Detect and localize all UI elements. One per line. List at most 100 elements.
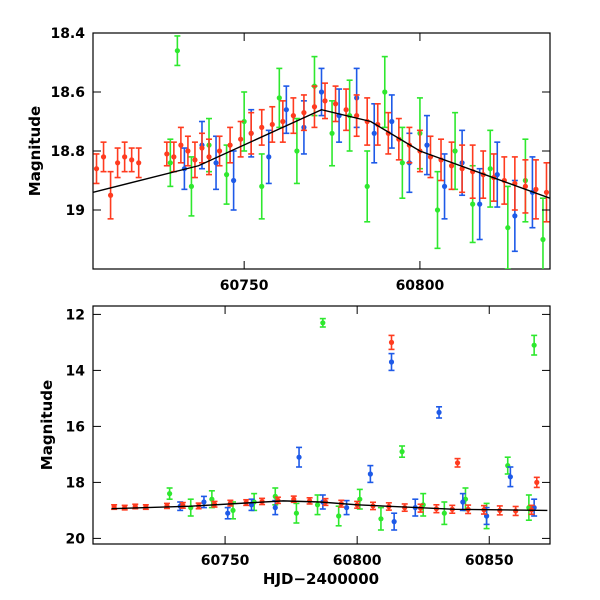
data-point: [107, 192, 114, 198]
data-point: [322, 98, 328, 104]
data-point: [216, 148, 223, 154]
data-point: [367, 471, 373, 477]
data-point: [115, 160, 121, 166]
bottom-model-curve: [111, 500, 548, 512]
data-point: [512, 213, 518, 219]
data-point: [311, 104, 318, 110]
top-series-0: [93, 82, 550, 223]
data-point: [241, 118, 247, 125]
data-point: [343, 505, 350, 511]
data-point: [389, 118, 395, 125]
data-point: [307, 498, 313, 504]
data-point: [354, 113, 360, 119]
data-point: [399, 449, 405, 455]
x-axis-label: HJD−2400000: [263, 570, 379, 588]
bottom-plot-frame: [92, 305, 551, 545]
top-x-tick-label: 60800: [396, 278, 445, 294]
bottom-series-0: [111, 334, 540, 517]
data-point: [320, 320, 326, 326]
bottom-y-tick-label: 20: [66, 531, 86, 547]
data-point: [424, 142, 430, 148]
data-point: [391, 519, 397, 525]
bottom-series-1: [177, 352, 538, 531]
data-point: [470, 201, 476, 207]
data-point: [364, 183, 370, 189]
data-point: [167, 491, 173, 497]
top-model-curve: [93, 108, 550, 199]
data-point: [382, 89, 388, 95]
bottom-y-axis-label: Magnitude: [38, 380, 56, 470]
data-point: [399, 160, 405, 166]
data-point: [199, 145, 205, 151]
data-point: [248, 130, 254, 136]
data-point: [280, 118, 286, 125]
data-point: [531, 342, 537, 348]
data-point: [223, 172, 230, 178]
data-point: [534, 479, 540, 485]
data-point: [434, 207, 441, 213]
data-point: [209, 496, 215, 502]
top-y-axis-label: Magnitude: [26, 106, 44, 196]
bottom-series-2: [166, 317, 538, 531]
data-point: [477, 201, 483, 207]
data-point: [314, 502, 321, 508]
data-point: [174, 48, 180, 54]
data-point: [436, 409, 442, 415]
top-series-1: [181, 67, 536, 253]
data-point: [259, 183, 265, 189]
data-point: [357, 496, 363, 502]
top-y-tick-label: 18.8: [50, 144, 85, 160]
data-point: [505, 225, 511, 231]
top-y-tick-label: 18.4: [50, 26, 85, 42]
data-point: [460, 499, 466, 505]
data-point: [231, 177, 237, 184]
data-point: [93, 166, 100, 172]
data-point: [540, 236, 546, 243]
top-panel: 60750 60800 18.4 18.6 18.8 19 Magnitude: [26, 26, 551, 294]
data-point: [272, 505, 278, 511]
data-point: [487, 166, 493, 172]
data-point: [533, 186, 539, 192]
data-point: [388, 339, 395, 345]
data-point: [185, 148, 191, 154]
data-point: [507, 474, 513, 480]
data-point: [275, 497, 281, 503]
data-point: [296, 454, 302, 460]
data-point: [294, 148, 300, 154]
data-point: [543, 189, 550, 195]
data-point: [266, 154, 272, 160]
bottom-x-tick-label: 60850: [465, 553, 514, 569]
data-point: [238, 136, 244, 142]
data-point: [329, 130, 335, 136]
data-point: [164, 151, 170, 157]
data-point: [136, 160, 142, 166]
data-point: [167, 160, 173, 166]
data-point: [318, 89, 325, 95]
data-point: [129, 157, 135, 163]
data-point: [259, 124, 265, 130]
data-point: [494, 172, 500, 178]
data-point: [290, 113, 296, 119]
data-point: [522, 183, 528, 189]
data-point: [171, 154, 177, 160]
data-point: [192, 157, 198, 163]
data-point: [122, 154, 128, 160]
data-point: [388, 359, 395, 365]
data-point: [441, 510, 447, 516]
data-point: [293, 510, 300, 516]
data-point: [227, 142, 233, 148]
data-point: [201, 499, 207, 505]
data-point: [225, 510, 231, 516]
data-point: [188, 183, 195, 189]
data-point: [448, 163, 455, 169]
data-point: [513, 508, 519, 514]
data-point: [230, 507, 236, 513]
data-point: [269, 121, 275, 128]
data-point: [332, 101, 339, 107]
data-point: [452, 148, 458, 154]
data-point: [178, 142, 184, 148]
bottom-y-tick-label: 16: [66, 419, 85, 435]
top-y-tick-label: 18.6: [50, 85, 85, 101]
top-x-tick-label: 60750: [220, 278, 269, 294]
